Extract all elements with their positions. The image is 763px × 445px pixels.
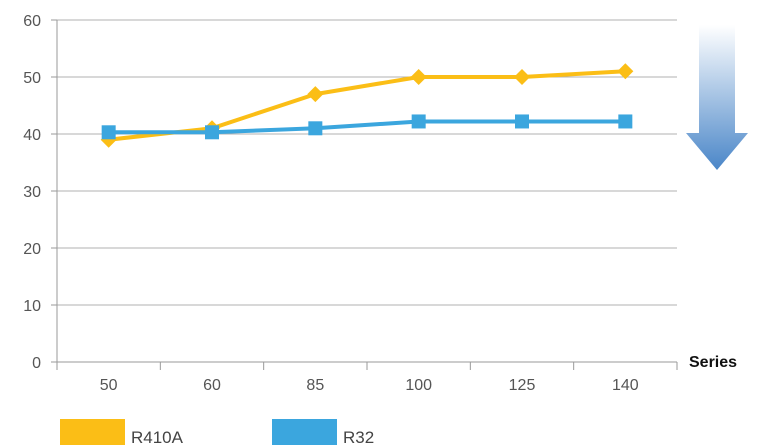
x-tick-label: 50 bbox=[100, 377, 118, 394]
x-tick-label: 100 bbox=[405, 377, 432, 394]
data-point bbox=[205, 125, 219, 140]
data-point bbox=[411, 114, 426, 129]
data-point bbox=[101, 125, 116, 140]
legend-swatch bbox=[272, 419, 337, 445]
data-point bbox=[515, 114, 529, 129]
down-arrow-icon bbox=[686, 25, 748, 170]
y-tick-label: 30 bbox=[23, 184, 41, 201]
y-tick-label: 40 bbox=[23, 127, 41, 144]
data-point bbox=[618, 114, 633, 129]
series-r410a bbox=[100, 63, 634, 148]
data-point bbox=[617, 63, 634, 80]
legend: R410A R32 bbox=[60, 419, 374, 445]
x-tick-label: 85 bbox=[306, 377, 324, 394]
series-r32 bbox=[101, 114, 633, 140]
y-tick-label: 20 bbox=[23, 241, 41, 258]
series-line bbox=[108, 69, 626, 142]
y-axis-ticks: 0 10 20 30 40 50 60 bbox=[23, 13, 57, 372]
x-tick-label: 60 bbox=[203, 377, 221, 394]
x-axis-label: Series bbox=[689, 354, 737, 371]
series-line bbox=[108, 119, 626, 135]
data-point bbox=[410, 69, 427, 85]
legend-label: R410A bbox=[131, 428, 184, 445]
x-axis-ticks: 50 60 85 100 125 140 bbox=[56, 362, 678, 394]
gridlines bbox=[57, 19, 677, 306]
y-tick-label: 50 bbox=[23, 70, 41, 87]
y-tick-label: 60 bbox=[23, 13, 41, 30]
x-tick-label: 125 bbox=[509, 377, 536, 394]
data-point bbox=[308, 121, 323, 136]
series-group bbox=[100, 63, 634, 148]
data-point bbox=[514, 69, 530, 85]
x-tick-label: 140 bbox=[612, 377, 639, 394]
y-tick-label: 0 bbox=[32, 355, 41, 372]
data-point bbox=[307, 86, 324, 103]
legend-label: R32 bbox=[343, 428, 374, 445]
legend-swatch bbox=[60, 419, 125, 445]
y-tick-label: 10 bbox=[23, 298, 41, 315]
